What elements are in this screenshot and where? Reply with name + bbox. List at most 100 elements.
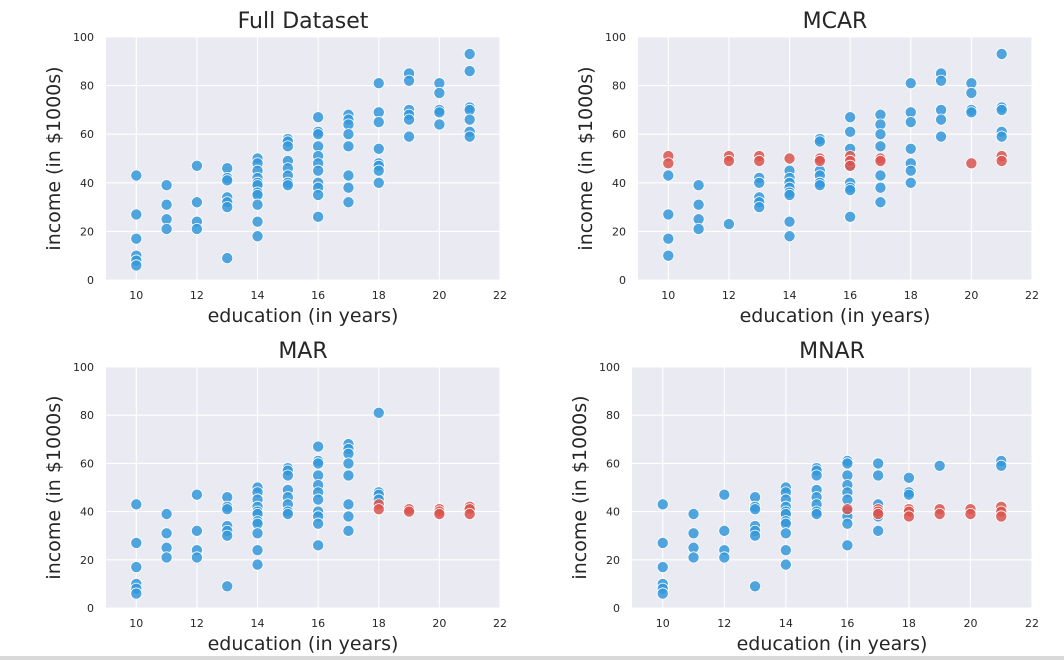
y-tick-label: 80 [612,80,626,93]
plot-area [106,37,500,280]
y-tick-label: 80 [606,409,620,422]
plot-area [106,367,500,608]
data-point [718,488,731,501]
data-point [463,130,476,143]
data-point [933,459,946,472]
data-point [722,218,735,231]
data-point [312,188,325,201]
data-point [813,135,826,148]
data-point [872,524,885,537]
data-point [281,469,294,482]
data-point [935,113,948,126]
x-tick-label: 18 [372,617,386,630]
x-tick-label: 18 [902,617,916,630]
data-point [160,198,173,211]
data-point [372,176,385,189]
data-point [753,176,766,189]
data-point [995,510,1008,523]
data-point [841,517,854,530]
data-point [995,459,1008,472]
y-tick-label: 20 [612,225,626,238]
data-point [221,201,234,214]
data-point [662,208,675,221]
data-point [312,517,325,530]
series-2 [662,150,1008,172]
y-tick-label: 100 [599,361,620,374]
data-point [130,169,143,182]
x-tick-label: 20 [432,289,446,302]
x-tick-label: 22 [1025,617,1039,630]
data-point [281,508,294,521]
data-point [687,508,700,521]
data-point [783,188,796,201]
chart-panel-3: 10 12 14 16 18 20 22 0 20 40 60 80 100 MAR education (… [43,339,507,655]
data-point [874,196,887,209]
y-tick-label: 100 [73,31,94,44]
x-tick-label: 22 [493,289,507,302]
data-point [342,140,355,153]
y-axis-label: income (in $1000s) [575,66,597,250]
series-1 [656,454,1008,600]
data-point [130,208,143,221]
data-point [403,74,416,87]
data-point [783,230,796,243]
data-point [251,558,264,571]
data-point [779,544,792,557]
data-point [995,103,1008,116]
data-point [463,508,476,521]
data-point [935,74,948,87]
data-point [662,169,675,182]
data-point [372,164,385,177]
x-tick-label: 22 [1025,289,1039,302]
data-point [342,196,355,209]
x-tick-label: 14 [251,617,265,630]
data-point [692,222,705,235]
y-tick-label: 60 [612,128,626,141]
x-axis-label: education (in years) [208,305,399,327]
data-point [251,527,264,540]
data-point [872,508,885,521]
data-point [433,86,446,99]
data-point [403,130,416,143]
data-point [810,469,823,482]
x-tick-label: 10 [656,617,670,630]
data-point [692,179,705,192]
data-point [841,539,854,552]
data-point [463,48,476,61]
data-point [753,201,766,214]
chart-title: MCAR [803,9,868,34]
data-point [372,142,385,155]
data-point [342,128,355,141]
x-axis-label: education (in years) [208,633,399,655]
data-point [130,587,143,600]
x-tick-label: 12 [190,289,204,302]
data-point [904,176,917,189]
x-tick-label: 16 [311,617,325,630]
y-tick-label: 80 [80,409,94,422]
y-tick-label: 40 [612,177,626,190]
data-point [662,157,675,170]
data-point [844,159,857,172]
data-point [312,539,325,552]
data-point [902,510,915,523]
data-point [433,106,446,119]
data-point [813,154,826,167]
data-point [463,65,476,78]
data-point [190,524,203,537]
data-point [722,154,735,167]
data-point [372,406,385,419]
data-point [372,77,385,90]
data-point [753,154,766,167]
data-point [433,118,446,131]
data-point [874,128,887,141]
data-point [965,86,978,99]
data-point [965,106,978,119]
data-point [130,259,143,272]
data-point [221,174,234,187]
data-point [342,469,355,482]
data-point [342,498,355,511]
data-point [251,215,264,228]
y-tick-label: 80 [80,80,94,93]
y-tick-label: 0 [87,602,94,615]
